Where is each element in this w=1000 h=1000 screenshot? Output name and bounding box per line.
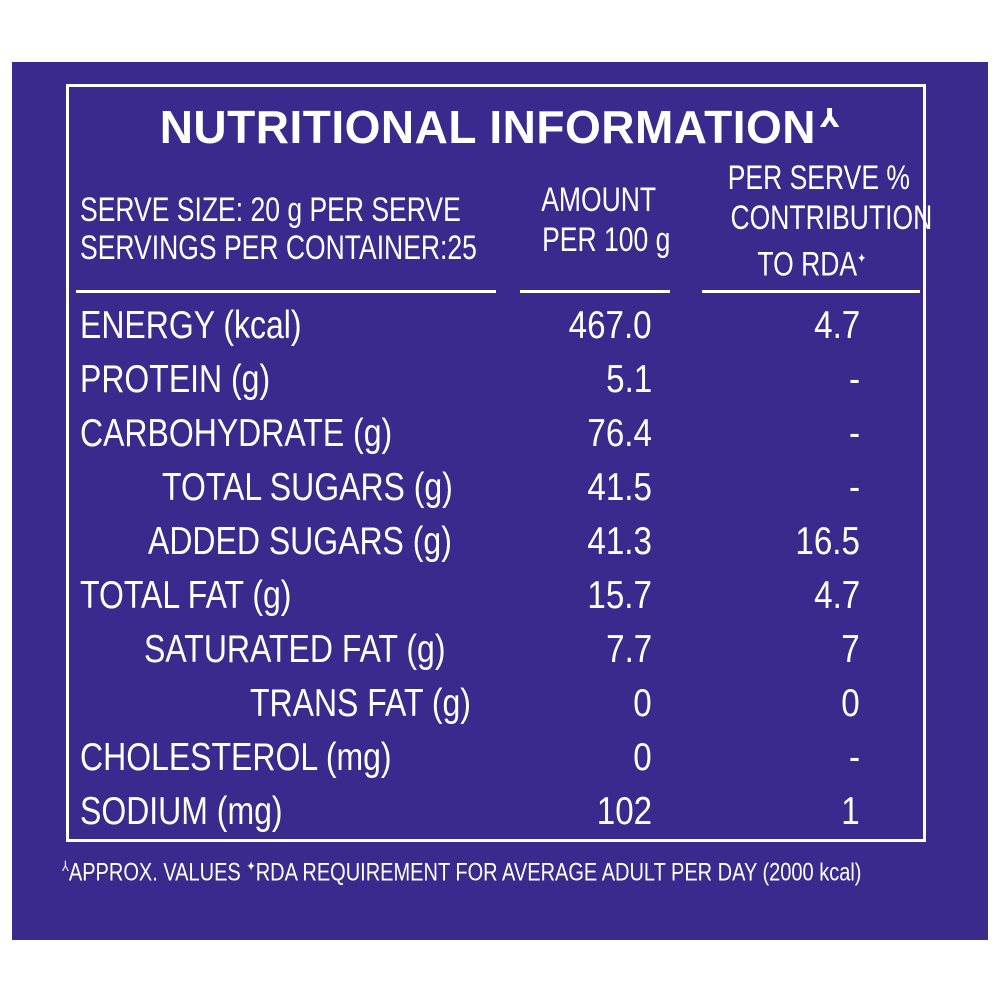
rda-header-line2: CONTRIBUTION bbox=[730, 199, 933, 237]
row-rda-total-fat: 4.7 bbox=[813, 574, 860, 617]
rda-symbol-icon: ✦ bbox=[857, 250, 867, 266]
row-amount-total-sugars: 41.5 bbox=[587, 466, 652, 509]
row-label-cholesterol: CHOLESTEROL (mg) bbox=[80, 736, 392, 779]
footnote: ⅄APPROX. VALUES ✦RDA REQUIREMENT FOR AVE… bbox=[62, 858, 862, 887]
row-label-total-sugars: TOTAL SUGARS (g) bbox=[162, 466, 453, 509]
nutrition-panel: NUTRITIONAL INFORMATION ⅄ SERVE SIZE: 20 … bbox=[12, 62, 988, 940]
rda-symbol-icon: ✦ bbox=[246, 858, 256, 874]
row-rda-total-sugars: - bbox=[848, 466, 860, 509]
row-amount-energy: 467.0 bbox=[569, 304, 652, 347]
amount-header-line1: AMOUNT bbox=[541, 181, 657, 219]
row-amount-saturated-fat: 7.7 bbox=[605, 628, 652, 671]
approx-symbol-icon: ⅄ bbox=[62, 858, 69, 874]
row-amount-trans-fat: 0 bbox=[633, 682, 652, 725]
nutrition-table-frame bbox=[66, 84, 926, 842]
row-label-protein: PROTEIN (g) bbox=[80, 358, 271, 401]
row-rda-added-sugars: 16.5 bbox=[795, 520, 860, 563]
row-amount-cholesterol: 0 bbox=[633, 736, 652, 779]
row-amount-carbohydrate: 76.4 bbox=[587, 412, 652, 455]
title-text: NUTRITIONAL INFORMATION bbox=[159, 101, 816, 153]
row-amount-sodium: 102 bbox=[596, 790, 652, 833]
row-label-trans-fat: TRANS FAT (g) bbox=[250, 682, 471, 725]
row-rda-saturated-fat: 7 bbox=[841, 628, 860, 671]
servings-per-container-label: SERVINGS PER CONTAINER:25 bbox=[80, 229, 477, 267]
header-rule-right bbox=[702, 290, 920, 293]
serve-size-label: SERVE SIZE: 20 g PER SERVE bbox=[80, 191, 461, 229]
rda-header-line3: TO RDA✦ bbox=[757, 245, 867, 284]
row-label-saturated-fat: SATURATED FAT (g) bbox=[144, 628, 446, 671]
row-amount-added-sugars: 41.3 bbox=[587, 520, 652, 563]
approx-symbol-icon: ⅄ bbox=[820, 102, 841, 133]
rda-header-line1: PER SERVE % bbox=[727, 159, 910, 197]
row-rda-carbohydrate: - bbox=[848, 412, 860, 455]
row-label-added-sugars: ADDED SUGARS (g) bbox=[148, 520, 452, 563]
row-amount-total-fat: 15.7 bbox=[587, 574, 652, 617]
header-rule-left bbox=[76, 290, 496, 293]
row-rda-trans-fat: 0 bbox=[841, 682, 860, 725]
header-rule-middle bbox=[520, 290, 670, 293]
amount-header-line2: PER 100 g bbox=[542, 221, 671, 259]
row-rda-energy: 4.7 bbox=[813, 304, 860, 347]
row-rda-cholesterol: - bbox=[848, 736, 860, 779]
row-rda-sodium: 1 bbox=[841, 790, 860, 833]
panel-title: NUTRITIONAL INFORMATION ⅄ bbox=[12, 100, 988, 154]
row-amount-protein: 5.1 bbox=[605, 358, 652, 401]
row-label-energy: ENERGY (kcal) bbox=[80, 304, 302, 347]
row-label-sodium: SODIUM (mg) bbox=[80, 790, 283, 833]
row-label-carbohydrate: CARBOHYDRATE (g) bbox=[80, 412, 393, 455]
row-rda-protein: - bbox=[848, 358, 860, 401]
row-label-total-fat: TOTAL FAT (g) bbox=[80, 574, 292, 617]
